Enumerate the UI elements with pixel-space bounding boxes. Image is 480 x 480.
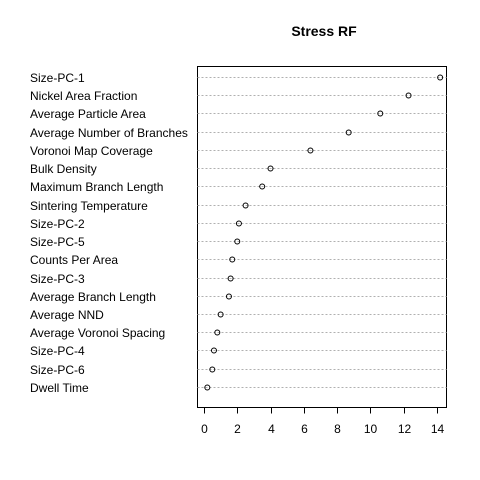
category-label: Average Number of Branches — [30, 126, 188, 140]
guide-lines — [197, 77, 447, 388]
data-point — [242, 202, 249, 209]
data-point — [235, 220, 242, 227]
category-label: Size-PC-6 — [30, 363, 85, 377]
data-point — [227, 275, 234, 282]
data-point — [214, 329, 221, 336]
x-tick-label: 6 — [301, 422, 308, 436]
category-label: Size-PC-5 — [30, 235, 85, 249]
category-label: Average Branch Length — [30, 290, 156, 304]
data-point — [307, 147, 314, 154]
data-point — [377, 110, 384, 117]
data-point — [204, 384, 211, 391]
category-label: Average Voronoi Spacing — [30, 326, 165, 340]
data-points — [204, 74, 444, 391]
x-tick-label: 10 — [364, 422, 378, 436]
category-label: Size-PC-2 — [30, 217, 85, 231]
x-tick-label: 12 — [398, 422, 412, 436]
data-point — [229, 256, 236, 263]
category-label: Voronoi Map Coverage — [30, 144, 153, 158]
data-point — [345, 129, 352, 136]
data-point — [217, 311, 224, 318]
category-label: Size-PC-4 — [30, 344, 85, 358]
data-point — [225, 293, 232, 300]
data-point — [267, 165, 274, 172]
category-label: Sintering Temperature — [30, 199, 148, 213]
x-tick-label: 8 — [334, 422, 341, 436]
category-labels: Size-PC-1 Nickel Area Fraction Average Par… — [30, 71, 188, 395]
category-label: Size-PC-1 — [30, 71, 85, 85]
x-axis: 0 2 4 6 8 10 12 14 — [201, 407, 445, 436]
category-label: Dwell Time — [30, 381, 89, 395]
category-label: Average NND — [30, 308, 104, 322]
x-tick-label: 14 — [431, 422, 445, 436]
category-label: Bulk Density — [30, 162, 97, 176]
data-point — [437, 74, 444, 81]
data-point — [234, 238, 241, 245]
category-label: Average Particle Area — [30, 107, 146, 121]
data-point — [405, 92, 412, 99]
category-label: Maximum Branch Length — [30, 180, 163, 194]
data-point — [259, 183, 266, 190]
data-point — [209, 366, 216, 373]
x-tick-label: 4 — [268, 422, 275, 436]
category-label: Counts Per Area — [30, 253, 118, 267]
data-point — [210, 347, 217, 354]
category-label: Nickel Area Fraction — [30, 89, 137, 103]
x-tick-label: 2 — [234, 422, 241, 436]
x-tick-label: 0 — [201, 422, 208, 436]
category-label: Size-PC-3 — [30, 272, 85, 286]
plot-frame — [197, 66, 447, 408]
chart-title: Stress RF — [291, 23, 357, 39]
